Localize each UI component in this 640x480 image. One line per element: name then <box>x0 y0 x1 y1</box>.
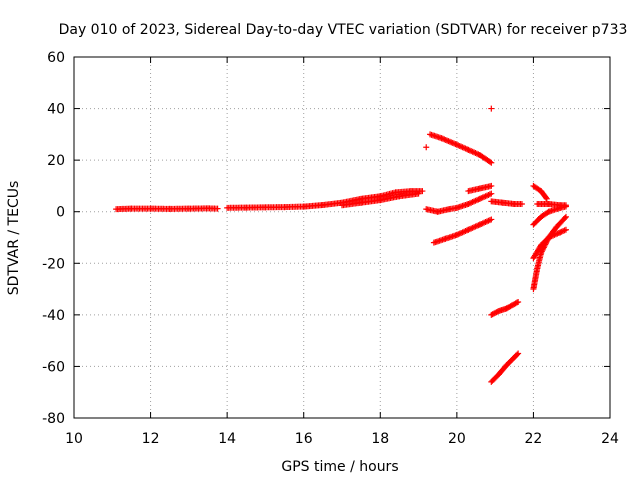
y-tick-label: 60 <box>47 50 65 66</box>
data-point <box>562 213 569 220</box>
x-tick-label: 16 <box>295 431 313 447</box>
data-point <box>487 158 494 165</box>
y-tick-label: 20 <box>47 153 65 169</box>
data-point <box>514 351 521 358</box>
chart-title: Day 010 of 2023, Sidereal Day-to-day VTE… <box>59 22 628 38</box>
y-tick-label: -20 <box>42 256 65 272</box>
data-point <box>515 350 522 357</box>
data-point <box>562 203 569 210</box>
data-point <box>423 144 430 151</box>
x-tick-label: 10 <box>65 431 83 447</box>
y-tick-label: 40 <box>47 102 65 118</box>
y-axis-label: SDTVAR / TECUs <box>6 181 22 296</box>
x-tick-label: 22 <box>525 431 543 447</box>
data-point <box>214 205 221 212</box>
axis-ticks: 10 12 14 16 18 20 22 24 -80 -60 -40 -20 0 20 40 60 <box>42 50 619 447</box>
x-tick-label: 20 <box>448 431 466 447</box>
plot-frame <box>73 56 611 419</box>
data-point <box>561 215 568 222</box>
data-point <box>488 216 495 223</box>
data-point <box>488 182 495 189</box>
x-tick-label: 14 <box>218 431 236 447</box>
data-point <box>562 226 569 233</box>
data-point <box>488 159 495 166</box>
x-tick-label: 18 <box>371 431 389 447</box>
y-tick-label: -60 <box>42 359 65 375</box>
x-tick-label: 24 <box>601 431 619 447</box>
data-point <box>544 209 551 216</box>
grid <box>74 57 610 418</box>
data-point <box>488 190 495 197</box>
x-axis-label: GPS time / hours <box>281 459 398 475</box>
x-tick-label: 12 <box>142 431 160 447</box>
data-point <box>518 200 525 207</box>
data-point <box>488 105 495 112</box>
data-point <box>513 299 520 306</box>
y-tick-label: -40 <box>42 308 65 324</box>
data-point <box>543 194 550 201</box>
y-tick-label: -80 <box>42 411 65 427</box>
data-point <box>515 298 522 305</box>
data-point <box>543 195 550 202</box>
y-tick-label: 0 <box>56 205 65 221</box>
data-point <box>419 188 426 195</box>
data-point <box>415 190 422 197</box>
data-points <box>113 105 569 385</box>
